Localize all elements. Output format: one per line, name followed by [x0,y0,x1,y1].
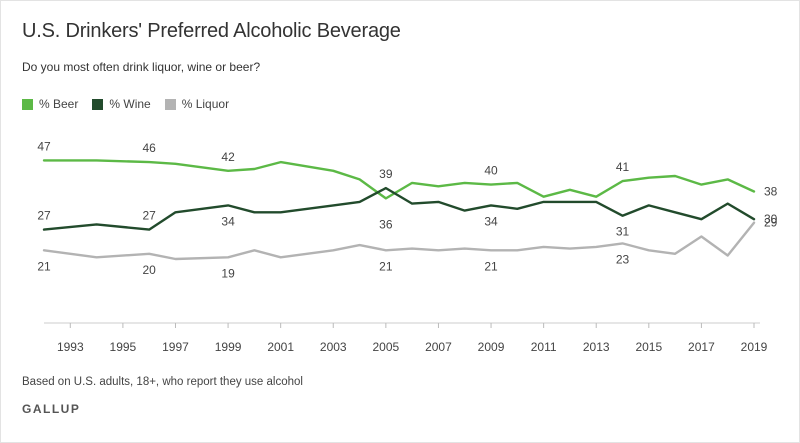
series-line-liquor [42,221,756,261]
x-tick-label: 2001 [267,340,294,354]
chart-title: U.S. Drinkers' Preferred Alcoholic Bever… [22,20,401,42]
data-label: 19 [221,266,235,280]
legend-item-wine[interactable]: % Wine [92,97,151,111]
data-label: 27 [37,209,51,223]
legend: % Beer % Wine % Liquor [22,97,243,111]
data-label: 34 [221,214,235,228]
data-label: 23 [616,252,630,266]
gallup-logo: GALLUP [22,402,81,416]
x-tick-label: 1993 [57,340,84,354]
legend-label-liquor: % Liquor [181,97,230,111]
data-label: 21 [37,259,51,273]
legend-item-beer[interactable]: % Beer [22,97,78,111]
data-label: 47 [37,139,51,153]
data-label: 20 [143,263,157,277]
data-label: 34 [484,214,498,228]
data-label: 39 [379,167,393,181]
legend-item-liquor[interactable]: % Liquor [164,97,230,111]
x-tick-label: 2015 [635,340,662,354]
legend-swatch-wine [92,98,104,110]
data-label: 38 [764,185,778,199]
chart-subtitle: Do you most often drink liquor, wine or … [22,60,261,74]
data-label: 21 [379,259,393,273]
x-tick-label: 2009 [478,340,505,354]
data-label: 21 [484,259,498,273]
data-label: 46 [143,141,157,155]
x-tick-label: 1999 [215,340,242,354]
x-tick-label: 2019 [741,340,768,354]
data-label: 36 [379,217,393,231]
data-label: 31 [616,225,630,239]
legend-label-wine: % Wine [109,97,151,111]
data-label: 41 [616,160,630,174]
x-tick-label: 2011 [531,340,557,354]
x-tick-label: 2007 [425,340,452,354]
x-tick-label: 1995 [110,340,137,354]
data-label: 27 [143,209,157,223]
x-tick-label: 2003 [320,340,347,354]
x-tick-label: 2013 [583,340,610,354]
legend-label-beer: % Beer [39,97,79,111]
data-label: 30 [764,212,778,226]
series-line-wine [42,186,756,231]
data-label: 29 [764,216,778,230]
legend-swatch-beer [22,98,33,110]
series-line-beer [42,159,756,200]
x-tick-label: 2005 [373,340,400,354]
data-label: 42 [221,150,235,164]
data-label: 40 [484,164,498,178]
x-tick-label: 1997 [162,340,189,354]
legend-swatch-liquor [164,98,176,110]
x-tick-label: 2017 [688,340,715,354]
footnote: Based on U.S. adults, 18+, who report th… [22,376,303,388]
